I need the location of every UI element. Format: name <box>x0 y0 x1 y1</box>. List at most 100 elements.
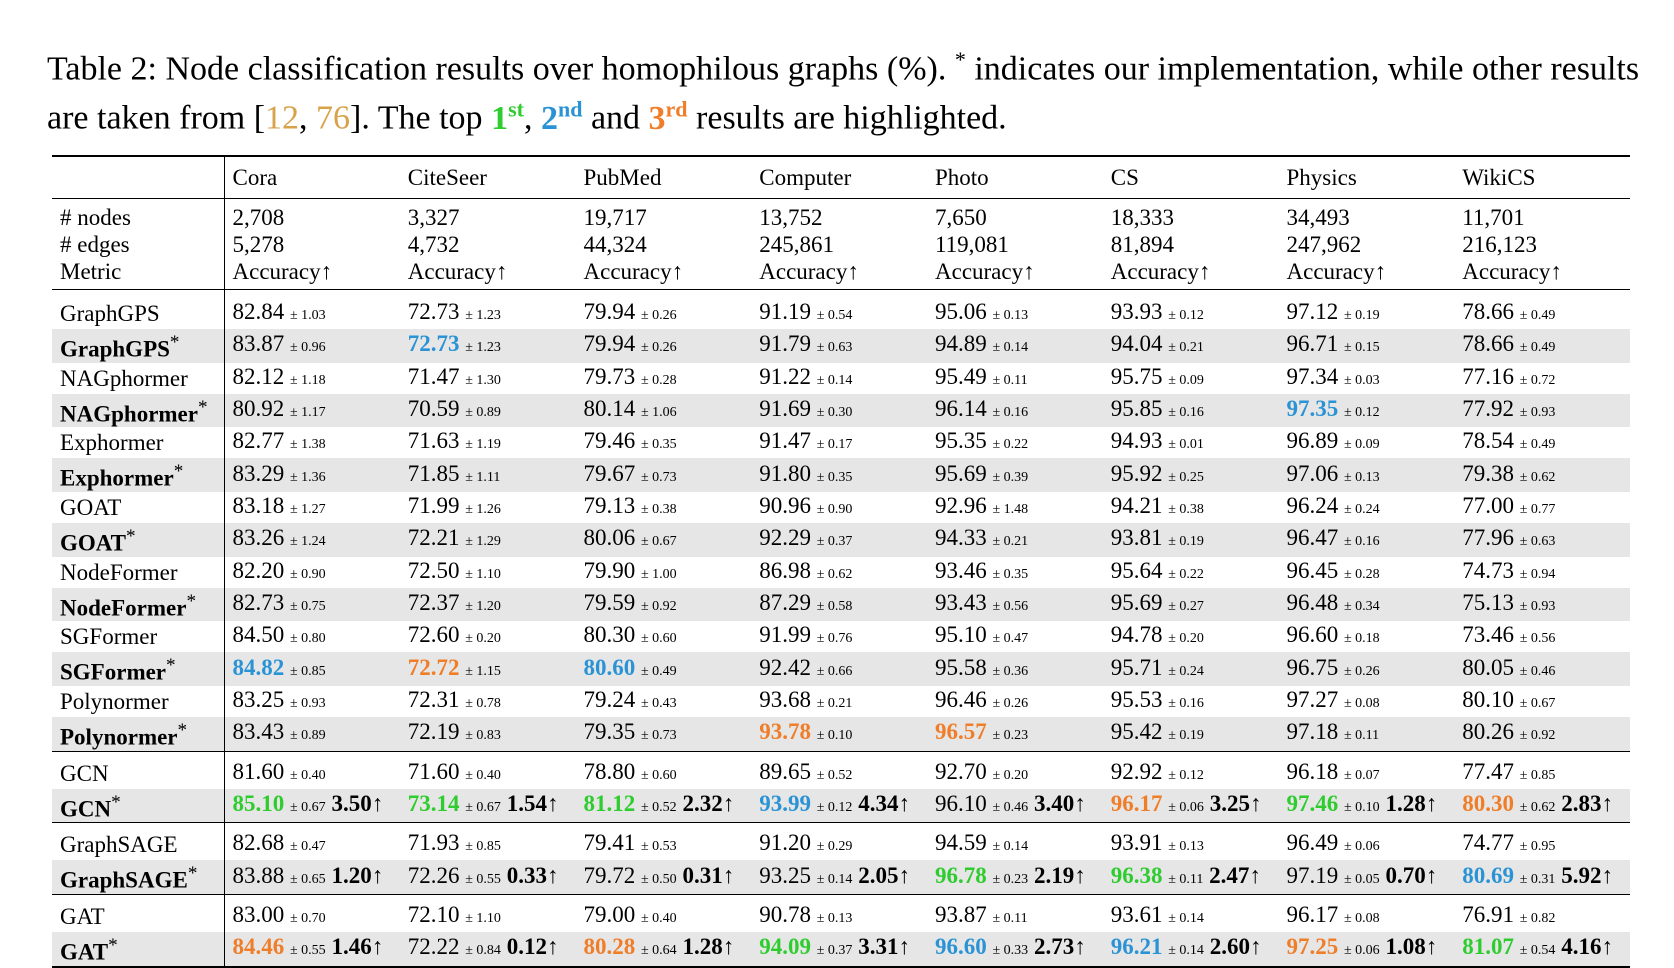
std-value: ± 0.26 <box>641 340 677 356</box>
mean-value: 79.72 <box>583 862 636 888</box>
mean-value: 80.30 <box>1462 790 1514 816</box>
legend-first: 1st <box>491 96 524 137</box>
std-value: ± 0.47 <box>992 631 1029 647</box>
std-value: ± 0.60 <box>641 767 677 783</box>
std-value: ± 0.36 <box>992 663 1029 679</box>
result-cell: 96.78 ± 0.23 2.19↑ <box>927 860 1103 895</box>
std-value: ± 0.92 <box>641 598 677 614</box>
result-cell: 95.64 ± 0.22 <box>1103 557 1279 588</box>
result-cell: 94.21 ± 0.38 <box>1103 492 1279 523</box>
mean-value: 93.78 <box>759 719 811 745</box>
improvement-value: 1.28↑ <box>682 934 735 960</box>
improvement-value: 2.32↑ <box>682 790 735 816</box>
result-cell: 72.31 ± 0.78 <box>400 686 576 717</box>
mean-value: 79.90 <box>583 557 636 583</box>
mean-value: 96.57 <box>935 719 987 745</box>
implementation-star: * <box>187 863 198 885</box>
mean-value: 80.10 <box>1462 686 1514 712</box>
mean-value: 94.21 <box>1110 492 1163 518</box>
result-cell: 71.99 ± 1.26 <box>400 492 576 523</box>
model-name: SGFormer* <box>52 652 224 686</box>
mean-value: 74.73 <box>1462 557 1514 583</box>
mean-value: 78.66 <box>1462 331 1514 357</box>
std-value: ± 0.93 <box>290 695 326 711</box>
std-value: ± 0.67 <box>1519 695 1556 711</box>
model-name: GCN* <box>52 788 224 823</box>
std-value: ± 0.20 <box>465 631 501 647</box>
std-value: ± 0.08 <box>1344 695 1380 711</box>
model-name-text: Polynormer <box>60 724 178 750</box>
result-cell: 83.26 ± 1.24 <box>223 522 400 557</box>
std-value: ± 0.20 <box>992 767 1029 783</box>
result-cell: 95.92 ± 0.25 <box>1102 458 1279 492</box>
mean-value: 80.05 <box>1462 654 1514 680</box>
mean-value: 95.10 <box>935 622 987 648</box>
std-value: ± 0.23 <box>992 728 1029 744</box>
model-name-text: GraphGPS <box>60 301 160 326</box>
mean-value: 71.63 <box>407 428 460 454</box>
std-value: ± 0.23 <box>992 871 1029 887</box>
table-row: Exphormer 82.77 ± 1.38 71.63 ± 1.19 79.46 ±… <box>52 427 1630 459</box>
result-cell: 80.14 ± 1.06 <box>575 393 752 428</box>
result-cell: 96.21 ± 0.14 2.60↑ <box>1102 931 1279 968</box>
result-cell: 79.38 ± 0.62 <box>1454 458 1630 492</box>
result-cell: 90.78 ± 0.13 <box>751 901 927 932</box>
citation-link-76[interactable]: 76 <box>316 99 351 137</box>
std-value: ± 0.13 <box>992 308 1029 323</box>
legend-third: 3rd <box>648 96 688 137</box>
std-value: ± 0.85 <box>1519 767 1556 783</box>
result-cell: 87.29 ± 0.58 <box>751 587 927 622</box>
mean-value: 97.46 <box>1286 790 1339 816</box>
table-row: GAT* 84.46 ± 0.55 1.46↑ 72.22 ± 0.84 0.12↑… <box>52 931 1630 968</box>
std-value: ± 0.63 <box>1519 534 1556 550</box>
mean-value: 94.04 <box>1110 331 1163 357</box>
result-cell: 95.69 ± 0.39 <box>927 458 1103 492</box>
std-value: ± 0.24 <box>1344 501 1380 517</box>
std-value: ± 0.55 <box>465 871 501 887</box>
mean-value: 95.69 <box>935 460 987 486</box>
result-cell: 78.54 ± 0.49 <box>1454 427 1630 458</box>
result-cell: 92.29 ± 0.37 <box>751 522 927 557</box>
mean-value: 96.46 <box>935 686 987 712</box>
results-table-container: Cora CiteSeer PubMed Computer Photo CS Physics… <box>52 155 1630 968</box>
std-value: ± 0.65 <box>290 871 326 887</box>
model-name-text: GraphSAGE <box>60 867 188 893</box>
result-cell: 97.18 ± 0.11 <box>1278 716 1455 752</box>
group-spacer <box>52 289 1630 298</box>
improvement-value: 0.12↑ <box>506 934 559 960</box>
citation-link-12[interactable]: 12 <box>265 99 300 137</box>
mean-value: 81.12 <box>583 790 636 816</box>
mean-value: 91.80 <box>759 460 811 486</box>
result-cell: 81.60 ± 0.40 <box>223 757 400 789</box>
std-value: ± 0.54 <box>1519 943 1556 959</box>
mean-value: 72.37 <box>407 589 460 615</box>
model-name-text: GOAT <box>60 530 127 556</box>
result-cell: 72.73 ± 1.23 <box>400 298 576 329</box>
std-value: ± 0.18 <box>1344 631 1380 647</box>
std-value: ± 0.37 <box>816 534 853 550</box>
table-row: GraphSAGE 82.68 ± 0.47 71.93 ± 0.85 79.41 ±… <box>52 829 1630 861</box>
table-row: NAGphormer* 80.92 ± 1.17 70.59 ± 0.89 80.14… <box>52 393 1630 428</box>
model-name-text: SGFormer <box>60 659 167 685</box>
result-cell: 73.14 ± 0.67 1.54↑ <box>399 788 576 823</box>
mean-value: 83.00 <box>232 901 285 927</box>
improvement-value: 4.34↑ <box>858 790 910 816</box>
model-name: NAGphormer <box>52 363 224 394</box>
std-value: ± 0.09 <box>1344 437 1380 453</box>
result-cell: 96.24 ± 0.24 <box>1279 492 1455 523</box>
std-value: ± 0.30 <box>816 404 853 420</box>
result-cell: 96.46 ± 0.26 <box>927 686 1103 717</box>
model-name-text: GraphGPS <box>60 336 170 362</box>
result-cell: 95.69 ± 0.27 <box>1102 587 1279 622</box>
mean-value: 82.68 <box>232 830 285 856</box>
mean-value: 79.24 <box>583 686 636 712</box>
result-cell: 83.88 ± 0.65 1.20↑ <box>223 860 400 895</box>
implementation-star: * <box>126 525 136 547</box>
std-value: ± 0.90 <box>290 566 326 582</box>
result-cell: 97.06 ± 0.13 <box>1278 458 1455 492</box>
result-cell: 70.59 ± 0.89 <box>399 393 576 428</box>
std-value: ± 0.16 <box>1344 534 1380 550</box>
mean-value: 95.53 <box>1110 686 1163 712</box>
result-cell: 97.25 ± 0.06 1.08↑ <box>1278 931 1455 968</box>
std-value: ± 0.13 <box>1168 839 1204 855</box>
